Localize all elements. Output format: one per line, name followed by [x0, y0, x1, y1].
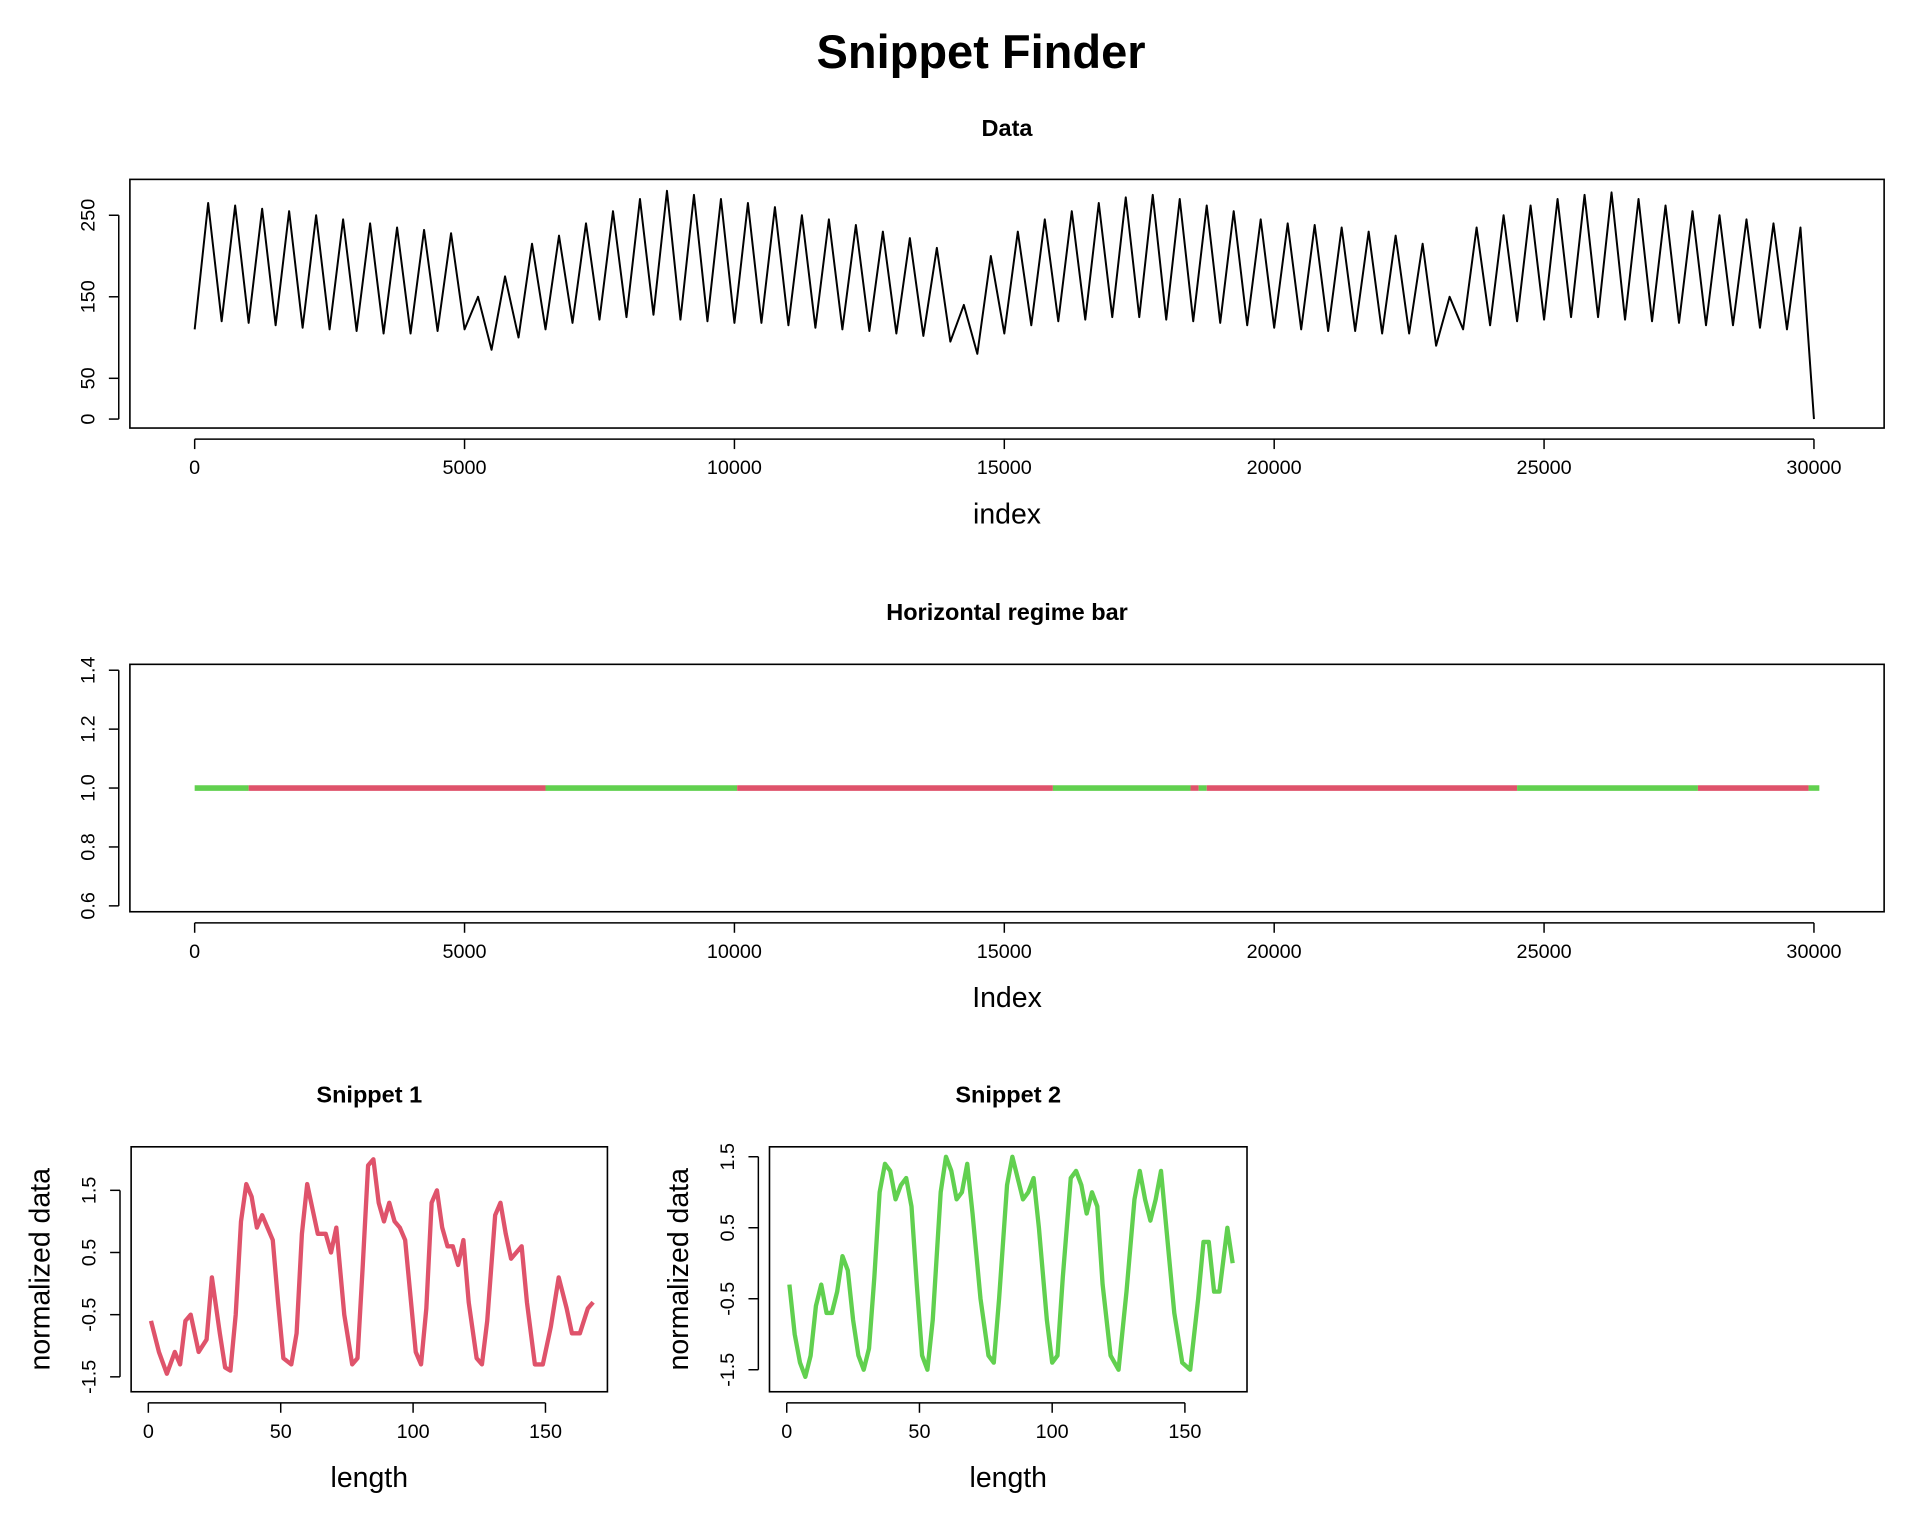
- y-tick-label: 1.4: [77, 656, 99, 683]
- y-tick-label: -0.5: [717, 1282, 739, 1316]
- x-axis-label: length: [970, 1462, 1047, 1494]
- y-axis-label: normalized data: [25, 1168, 57, 1371]
- x-axis-label: length: [331, 1462, 408, 1494]
- x-tick-label: 25000: [1517, 941, 1572, 963]
- y-tick-label: -0.5: [79, 1298, 101, 1332]
- y-tick-label: 0.5: [717, 1214, 739, 1242]
- data-line: [148, 1157, 595, 1376]
- y-tick-label: 1.5: [79, 1177, 101, 1205]
- x-tick-label: 0: [189, 941, 200, 963]
- x-tick-label: 25000: [1517, 457, 1572, 479]
- x-tick-label: 20000: [1247, 941, 1302, 963]
- y-tick-label: 1.5: [717, 1143, 739, 1171]
- y-axis-label: normalized data: [663, 1168, 695, 1371]
- y-tick-label: 0.5: [79, 1239, 101, 1267]
- y-tick-label: -1.5: [717, 1353, 739, 1387]
- x-tick-label: 150: [1168, 1421, 1201, 1443]
- plot-title: Snippet 1: [316, 1081, 422, 1107]
- y-tick-label: 1.2: [77, 715, 99, 742]
- y-tick-label: 0.8: [77, 833, 99, 860]
- figure-title: Snippet Finder: [817, 25, 1146, 78]
- plot-title: Snippet 2: [955, 1081, 1061, 1107]
- x-tick-label: 10000: [707, 941, 762, 963]
- plot-frame: [130, 1146, 609, 1393]
- x-tick-label: 0: [143, 1421, 154, 1443]
- x-tick-label: 10000: [707, 457, 762, 479]
- x-tick-label: 20000: [1247, 457, 1302, 479]
- x-tick-label: 100: [1036, 1421, 1069, 1443]
- plot-frame: [129, 178, 1885, 429]
- x-tick-label: 50: [908, 1421, 930, 1443]
- data-line: [193, 189, 1815, 420]
- y-tick-label: -1.5: [79, 1360, 101, 1394]
- plot-frame: [768, 1146, 1248, 1393]
- x-tick-label: 50: [270, 1421, 292, 1443]
- y-tick-label: 1.0: [77, 774, 99, 801]
- y-tick-label: 50: [77, 367, 99, 389]
- x-tick-label: 15000: [977, 941, 1032, 963]
- y-tick-label: 250: [77, 199, 99, 232]
- x-tick-label: 5000: [443, 457, 487, 479]
- y-tick-label: 0: [77, 414, 99, 425]
- x-tick-label: 100: [397, 1421, 430, 1443]
- plot-title: Horizontal regime bar: [886, 599, 1128, 625]
- plot-title: Data: [982, 115, 1034, 141]
- x-tick-label: 15000: [977, 457, 1032, 479]
- plot-frame: [129, 663, 1885, 913]
- x-axis-label: Index: [972, 982, 1042, 1014]
- x-tick-label: 30000: [1786, 457, 1841, 479]
- x-tick-label: 0: [189, 457, 200, 479]
- x-tick-label: 30000: [1786, 941, 1841, 963]
- x-tick-label: 0: [781, 1421, 792, 1443]
- data-line: [787, 1154, 1235, 1380]
- y-tick-label: 0.6: [77, 892, 99, 919]
- x-tick-label: 150: [529, 1421, 562, 1443]
- x-axis-label: index: [973, 498, 1041, 530]
- x-tick-label: 5000: [443, 941, 487, 963]
- y-tick-label: 150: [77, 280, 99, 313]
